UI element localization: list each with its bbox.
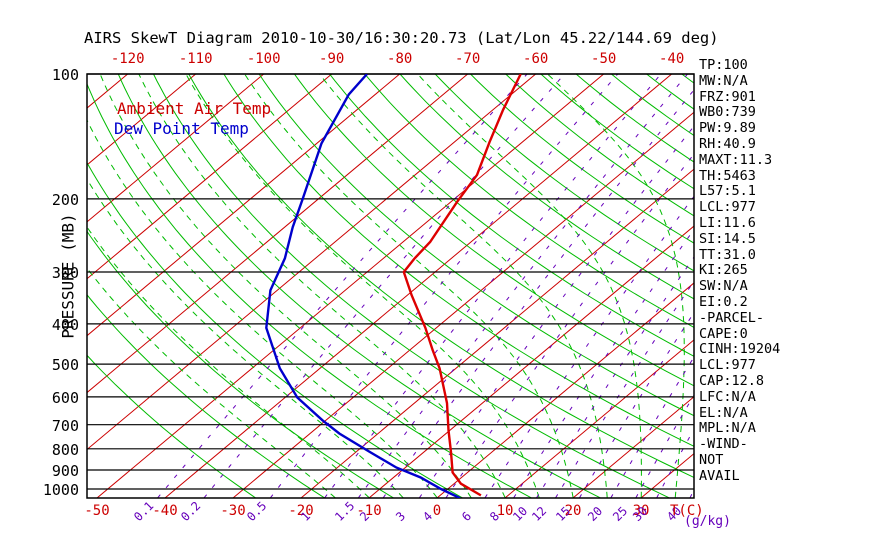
stats-line: CINH:19204: [699, 341, 781, 358]
temp-unit-label: T(C): [670, 503, 704, 519]
pressure-tick-label: 1000: [42, 481, 79, 499]
stats-line: -WIND-: [699, 436, 748, 453]
dry-adiabat-lines: [87, 74, 694, 498]
stats-line: CAPE:0: [699, 325, 748, 342]
stats-line: LI:11.6: [699, 214, 756, 231]
temperature-curve: [402, 74, 522, 497]
top-tick-label: -70: [455, 51, 481, 67]
chart-title: AIRS SkewT Diagram 2010-10-30/16:30:20.7…: [84, 29, 719, 47]
dewpoint-curve: [265, 74, 461, 498]
top-tick-label: -120: [110, 51, 145, 67]
legend-dew-point-label: Dew Point Temp: [114, 119, 249, 138]
stats-line: -PARCEL-: [699, 309, 765, 326]
plot-border: [86, 73, 695, 499]
moist-adiabat-lines: [87, 74, 685, 498]
pressure-tick-label: 500: [51, 356, 79, 375]
stats-line: FRZ:901: [699, 88, 756, 105]
stats-line: SW:N/A: [699, 278, 748, 295]
bottom-tick-label: -20: [288, 503, 314, 519]
stats-line: AVAIL: [699, 467, 740, 484]
top-tick-label: -50: [591, 51, 617, 67]
bottom-tick-label: 20: [564, 503, 582, 519]
bottom-tick-label: 10: [496, 503, 514, 519]
stats-line: MW:N/A: [699, 72, 748, 89]
bottom-tick-label: 30: [632, 503, 650, 519]
pressure-tick-label: 300: [51, 264, 79, 282]
stats-line: TH:5463: [699, 167, 756, 184]
stats-line: LCL:977: [699, 199, 756, 216]
stats-line: TP:100: [699, 57, 748, 73]
bottom-tick-label: -10: [356, 503, 382, 519]
mixing-ratio-lines: [157, 74, 694, 498]
bottom-tick-label: -40: [152, 503, 178, 519]
pressure-tick-label: 200: [51, 190, 79, 209]
pressure-tick-label: 400: [51, 315, 79, 334]
top-tick-label: -40: [659, 51, 685, 67]
sounding-curves: [265, 74, 522, 498]
stats-line: EI:0.2: [699, 293, 748, 310]
top-tick-label: -90: [319, 51, 345, 67]
stats-line: CAP:12.8: [699, 372, 765, 389]
legend-ambient-temp-label: Ambient Air Temp: [117, 99, 272, 118]
bottom-tick-label: 0: [432, 503, 442, 519]
stats-line: KI:265: [699, 262, 748, 279]
stats-line: TT:31.0: [699, 246, 756, 263]
top-tick-label: -60: [523, 51, 549, 67]
pressure-tick-label: 100: [51, 66, 79, 84]
top-tick-label: -110: [178, 51, 213, 67]
bottom-tick-label: -30: [220, 503, 246, 519]
top-tick-label: -80: [387, 51, 413, 67]
stats-line: SI:14.5: [699, 230, 756, 247]
top-tick-label: -100: [246, 51, 281, 67]
stats-line: L57:5.1: [699, 183, 756, 200]
stats-line: EL:N/A: [699, 404, 748, 421]
stats-panel: TP:100 MW:N/A FRZ:901 WB0:739 PW:9.89 RH:40.9…: [699, 57, 781, 485]
stats-line: NOT: [699, 451, 724, 468]
pressure-tick-label: 700: [51, 416, 79, 435]
stats-line: RH:40.9: [699, 135, 756, 152]
pressure-tick-label: 900: [51, 462, 79, 480]
stats-line: LCL:977: [699, 357, 756, 374]
stats-line: WB0:739: [699, 104, 756, 121]
stats-line: MAXT:11.3: [699, 151, 773, 168]
stats-line: MPL:N/A: [699, 420, 756, 437]
pressure-tick-label: 600: [51, 388, 79, 407]
pressure-tick-label: 800: [51, 440, 79, 459]
bottom-tick-label: -50: [84, 503, 110, 519]
mixing-unit-label: (g/kg): [684, 514, 731, 529]
stats-line: LFC:N/A: [699, 388, 756, 405]
stats-line: PW:9.89: [699, 120, 756, 137]
